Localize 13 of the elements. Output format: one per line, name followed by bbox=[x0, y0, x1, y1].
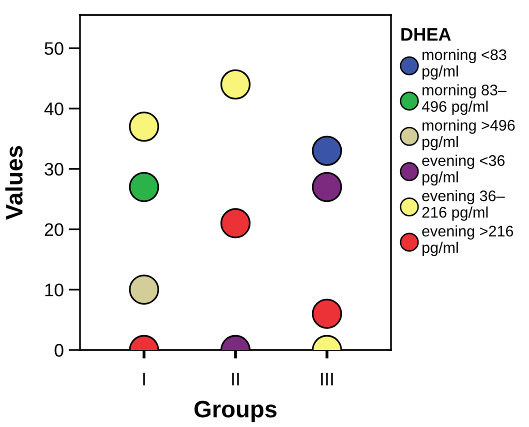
y-axis-title: Values bbox=[5, 146, 23, 220]
y-tick-label: 50 bbox=[44, 42, 64, 55]
x-tick-label: III bbox=[321, 372, 333, 386]
y-tick-label: 20 bbox=[44, 223, 64, 236]
y-tick-label: 0 bbox=[54, 344, 64, 357]
y-tick-label: 40 bbox=[44, 102, 64, 116]
x-tick-label: I bbox=[143, 372, 145, 386]
y-tick-label: 10 bbox=[45, 284, 64, 296]
x-tick-label: II bbox=[232, 372, 239, 386]
x-axis-title: Groups bbox=[194, 400, 277, 422]
legend-title: DHEA bbox=[401, 28, 451, 41]
y-tick-label: 30 bbox=[44, 162, 64, 176]
legend-label: evening >216 pg/ml bbox=[422, 225, 514, 256]
